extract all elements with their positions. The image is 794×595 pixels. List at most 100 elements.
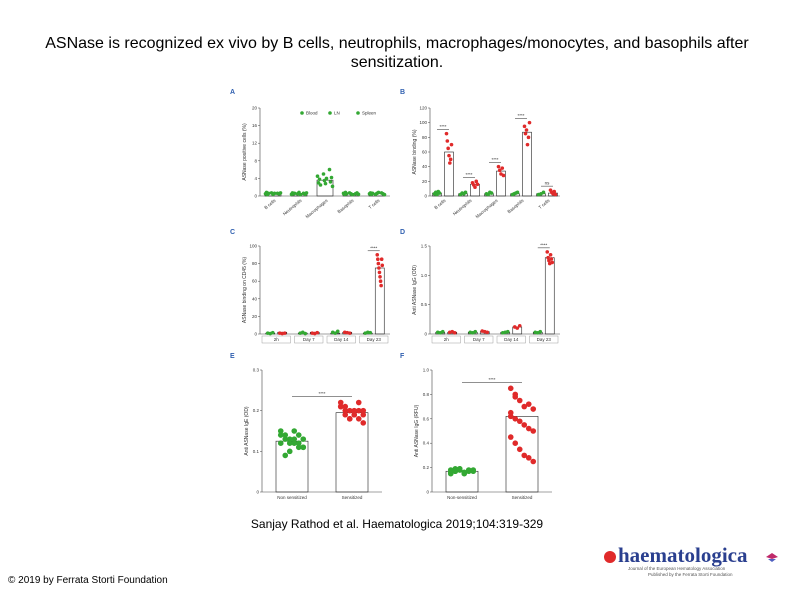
data-point bbox=[522, 124, 527, 129]
data-point bbox=[282, 432, 289, 438]
data-point bbox=[292, 191, 297, 196]
data-point bbox=[355, 416, 362, 422]
y-tick-label: 100 bbox=[249, 244, 257, 249]
data-point bbox=[295, 440, 302, 446]
data-point bbox=[516, 397, 523, 404]
data-point bbox=[286, 436, 293, 442]
chart-f: F 0 0.2 0.4 0.6 0.8 1.0 Anti ASNase IgG (RFU) No… bbox=[400, 353, 552, 500]
copyright: © 2019 by Ferrata Storti Foundation bbox=[8, 575, 168, 586]
data-point bbox=[321, 172, 326, 176]
x-tick-label: Day 23 bbox=[537, 337, 552, 342]
data-point bbox=[521, 422, 528, 428]
data-point bbox=[445, 139, 450, 143]
data-point bbox=[277, 432, 284, 438]
data-point bbox=[360, 407, 367, 414]
haematologica-logo[interactable]: haematologica Journal of the European He… bbox=[598, 543, 788, 583]
data-point bbox=[315, 174, 320, 178]
data-point bbox=[496, 164, 501, 169]
legend-label: Blood bbox=[306, 111, 318, 116]
x-category-box bbox=[529, 335, 559, 344]
data-point bbox=[300, 111, 304, 115]
data-point bbox=[500, 166, 505, 170]
panel-label-f: F bbox=[400, 353, 405, 360]
data-point bbox=[356, 111, 360, 115]
data-point bbox=[286, 448, 293, 455]
data-point bbox=[342, 407, 349, 414]
significance-label: **** bbox=[465, 172, 472, 177]
panel-e: E 0 0.1 0.2 0.3 Anti ASNase IgE (OD) Non sensi… bbox=[230, 352, 400, 512]
data-point bbox=[552, 189, 557, 194]
x-category-box bbox=[431, 335, 461, 344]
data-point bbox=[507, 413, 514, 420]
panel-label-a: A bbox=[230, 89, 235, 96]
data-point bbox=[379, 283, 383, 288]
data-point bbox=[553, 192, 558, 197]
x-tick-label: Non-sensitized bbox=[447, 495, 477, 500]
x-tick-label: Macrophages bbox=[305, 197, 330, 219]
data-point bbox=[278, 191, 283, 195]
chart-d: D 0 0.5 1.0 1.5 Anti ASNase IgG (OD) 2h Day 7 Da… bbox=[400, 229, 560, 344]
data-point bbox=[516, 446, 523, 453]
chart-c: C 0 20 40 60 80 100 ASNase binding on CD45 (%) 2… bbox=[230, 229, 390, 344]
data-point bbox=[360, 420, 367, 426]
data-point bbox=[376, 257, 380, 261]
data-point bbox=[327, 167, 332, 172]
data-point bbox=[507, 385, 514, 392]
data-point bbox=[368, 330, 373, 335]
x-tick-label: Sensitized bbox=[342, 495, 363, 500]
data-point bbox=[465, 468, 472, 475]
data-point bbox=[337, 399, 344, 406]
y-tick-label: 1.5 bbox=[421, 244, 428, 249]
y-tick-label: 0.3 bbox=[253, 368, 260, 373]
data-point bbox=[550, 260, 555, 265]
data-point bbox=[452, 331, 457, 335]
data-point bbox=[277, 428, 284, 434]
x-tick-label: Non sensitized bbox=[277, 495, 307, 500]
data-point bbox=[303, 331, 308, 336]
y-tick-label: 80 bbox=[252, 261, 258, 266]
data-point bbox=[282, 452, 289, 459]
x-tick-label: Basophils bbox=[506, 197, 525, 214]
y-tick-label: 100 bbox=[419, 120, 427, 125]
y-tick-label: 0 bbox=[256, 490, 259, 495]
significance-label: **** bbox=[488, 377, 495, 382]
data-point bbox=[377, 270, 382, 275]
data-point bbox=[548, 253, 553, 257]
data-point bbox=[449, 142, 454, 147]
data-point bbox=[377, 266, 381, 270]
data-point bbox=[380, 263, 385, 268]
data-point bbox=[266, 191, 271, 196]
x-tick-label: B cells bbox=[433, 197, 447, 210]
data-point bbox=[437, 191, 442, 195]
data-point bbox=[474, 179, 479, 184]
panel-b: B 0 20 40 60 80 100 120 ASNase binding (%) **** B … bbox=[400, 88, 570, 219]
x-tick-label: Neutrophils bbox=[282, 197, 303, 216]
data-point bbox=[291, 436, 298, 442]
data-point bbox=[447, 469, 454, 476]
data-point bbox=[515, 190, 520, 195]
y-axis-label: Anti ASNase IgG (OD) bbox=[412, 265, 418, 315]
data-point bbox=[473, 185, 477, 189]
y-tick-label: 0 bbox=[426, 490, 429, 495]
y-tick-label: 20 bbox=[252, 314, 258, 319]
data-point bbox=[355, 399, 362, 406]
data-point bbox=[351, 411, 358, 418]
data-point bbox=[525, 142, 530, 147]
data-point bbox=[545, 250, 550, 254]
data-point bbox=[497, 168, 502, 173]
legend-label: Spleen bbox=[362, 111, 377, 116]
x-tick-label: B cells bbox=[263, 197, 277, 210]
data-point bbox=[523, 131, 528, 136]
logo-mark-icon bbox=[604, 551, 616, 563]
data-point bbox=[378, 275, 382, 279]
data-point bbox=[270, 330, 275, 335]
data-point bbox=[515, 326, 520, 330]
data-point bbox=[521, 403, 528, 410]
data-point bbox=[512, 416, 519, 422]
significance-label: **** bbox=[517, 113, 524, 118]
bar bbox=[275, 440, 309, 493]
data-point bbox=[272, 191, 277, 196]
y-tick-label: 120 bbox=[419, 106, 427, 111]
data-point bbox=[350, 192, 355, 197]
y-tick-label: 60 bbox=[252, 279, 258, 284]
